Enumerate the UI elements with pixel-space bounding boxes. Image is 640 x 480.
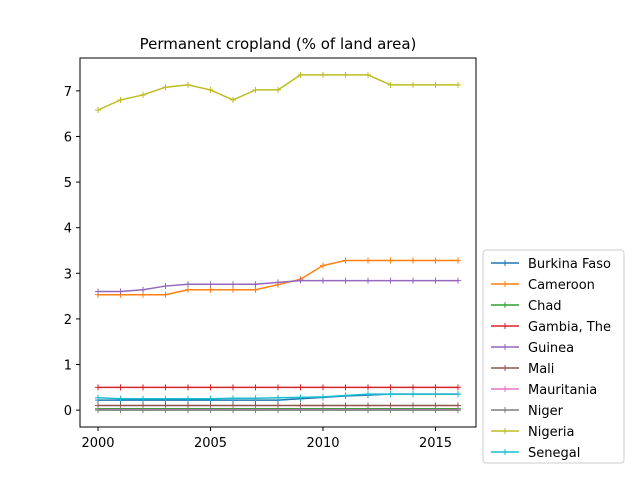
y-tick-label: 2 (64, 313, 72, 328)
legend-item-chad: Chad (491, 299, 562, 314)
y-tick-label: 0 (64, 404, 72, 419)
legend-label: Niger (528, 404, 564, 419)
legend-label: Gambia, The (528, 320, 611, 335)
series-gambia-the (95, 384, 461, 391)
legend-item-burkina-faso: Burkina Faso (491, 257, 611, 272)
y-tick-label: 3 (64, 267, 72, 282)
legend-label: Cameroon (528, 278, 595, 293)
legend-item-senegal: Senegal (491, 446, 580, 461)
x-tick-label: 2010 (306, 436, 339, 451)
legend-item-mali: Mali (491, 362, 554, 377)
legend-label: Mali (528, 362, 554, 377)
y-tick-label: 4 (64, 222, 72, 237)
axes-frame (79, 57, 477, 428)
legend-label: Mauritania (528, 383, 597, 398)
x-tick-label: 2005 (194, 436, 227, 451)
y-tick-label: 7 (64, 85, 72, 100)
chart-title: Permanent cropland (% of land area) (140, 35, 417, 53)
y-tick-label: 5 (64, 176, 72, 191)
legend-item-guinea: Guinea (491, 341, 574, 356)
series-senegal (95, 391, 461, 402)
x-tick-label: 2000 (81, 436, 114, 451)
y-tick-label: 1 (64, 359, 72, 374)
legend-item-gambia-the: Gambia, The (491, 320, 611, 335)
series-niger (95, 407, 461, 414)
x-tick-label: 2015 (419, 436, 452, 451)
legend-item-niger: Niger (491, 404, 564, 419)
y-tick-label: 6 (64, 130, 72, 145)
legend-label: Nigeria (528, 425, 575, 440)
legend-item-mauritania: Mauritania (491, 383, 597, 398)
legend: Burkina Faso Cameroon Chad Gambia, The Guine… (482, 249, 625, 464)
plot-area: 2000 2005 2010 2015 0 1 2 3 4 5 6 7 (64, 57, 477, 451)
legend-label: Chad (528, 299, 562, 314)
series-nigeria (95, 71, 461, 113)
legend-label: Guinea (528, 341, 574, 356)
legend-label: Burkina Faso (528, 257, 611, 272)
legend-label: Senegal (528, 446, 580, 461)
legend-item-cameroon: Cameroon (491, 278, 595, 293)
legend-item-nigeria: Nigeria (491, 425, 575, 440)
series-guinea (95, 277, 461, 295)
